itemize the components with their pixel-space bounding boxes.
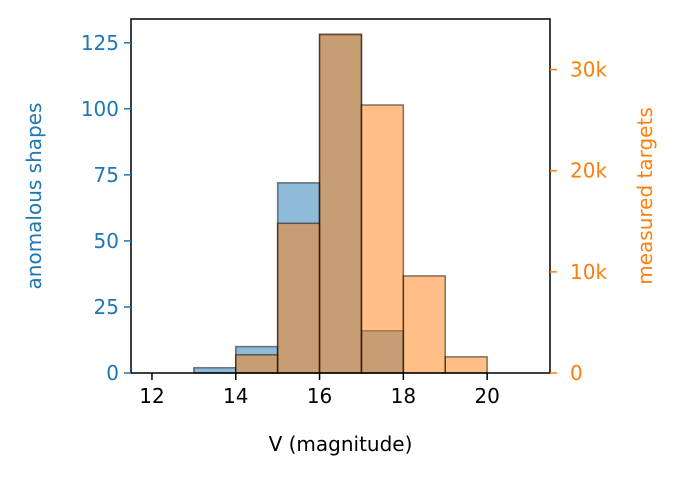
x-tick-label: 12 <box>139 384 164 408</box>
left-tick-label: 25 <box>94 295 119 319</box>
measured-targets-bar <box>402 275 447 374</box>
left-tick-label: 50 <box>94 229 119 253</box>
right-tick-label: 30k <box>570 58 607 82</box>
measured-targets-bar <box>318 33 363 374</box>
right-tick-label: 10k <box>570 260 607 284</box>
x-tick-label: 14 <box>223 384 248 408</box>
right-axis-label: measured targets <box>633 107 657 285</box>
measured-targets-bar <box>360 104 405 374</box>
measured-targets-bar <box>235 354 279 374</box>
measured-targets-bar <box>276 222 321 374</box>
measured-targets-bar <box>444 356 488 374</box>
x-axis-label: V (magnitude) <box>269 432 413 456</box>
right-tick-label: 0 <box>570 361 583 385</box>
measured-targets-bars <box>235 33 488 374</box>
left-tick-label: 100 <box>81 97 119 121</box>
plot-frame <box>130 18 551 374</box>
x-tick-label: 18 <box>391 384 416 408</box>
x-tick-label: 16 <box>307 384 332 408</box>
left-tick-label: 0 <box>106 361 119 385</box>
right-tick-label: 20k <box>570 159 607 183</box>
left-tick-label: 75 <box>94 163 119 187</box>
right-axis-ticks: 0 10k 20k 30k <box>550 58 607 385</box>
anomalous-shapes-bar <box>193 366 237 374</box>
x-axis-ticks: 12 14 16 18 20 <box>139 373 500 408</box>
left-axis-ticks: 0 25 50 75 100 125 <box>81 31 131 385</box>
x-tick-label: 20 <box>474 384 499 408</box>
left-tick-label: 125 <box>81 31 119 55</box>
left-axis-label: anomalous shapes <box>22 103 46 290</box>
